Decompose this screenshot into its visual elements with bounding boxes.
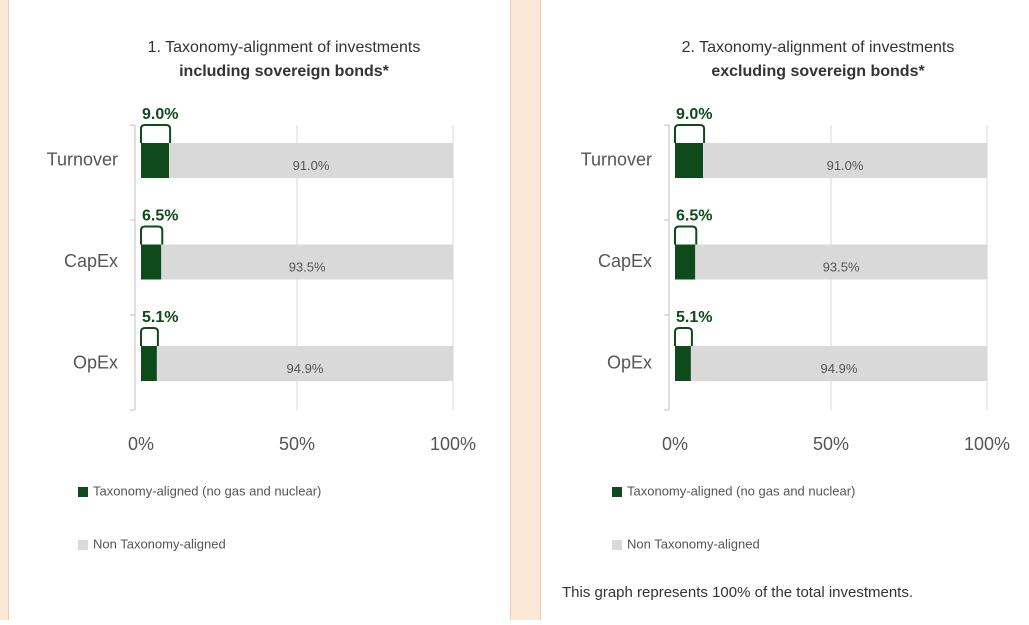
legend-label: Taxonomy-aligned (no gas and nuclear) [627,483,855,498]
y-tick-label: CapEx [64,251,118,271]
data-label: 93.5% [823,259,860,274]
chart-title: 2. Taxonomy-alignment of investments [682,39,955,56]
x-tick-label: 0% [128,434,154,454]
data-label: 6.5% [676,208,712,225]
data-label: 91.0% [293,158,330,173]
chart-subtitle: excluding sovereign bonds* [711,63,925,80]
x-tick-label: 0% [662,434,688,454]
bar [141,245,161,280]
bar [675,143,703,178]
bar [141,143,169,178]
data-label: 6.5% [142,208,178,225]
data-label: 94.9% [821,361,858,376]
data-label: 93.5% [289,259,326,274]
data-label: 5.1% [142,309,178,326]
data-label: 9.0% [676,106,712,123]
y-tick-label: CapEx [598,251,652,271]
x-tick-label: 100% [964,434,1010,454]
legend-swatch [78,487,88,497]
legend-swatch [612,540,622,550]
legend-label: Non Taxonomy-aligned [627,536,760,551]
annotation: This graph represents 100% of the total … [562,584,913,601]
legend-label: Taxonomy-aligned (no gas and nuclear) [93,483,321,498]
legend-swatch [78,540,88,550]
bar [675,346,691,381]
legend-swatch [612,487,622,497]
y-tick-label: Turnover [581,149,652,169]
x-tick-label: 50% [279,434,315,454]
x-tick-label: 100% [430,434,476,454]
bar [141,346,157,381]
data-label: 94.9% [287,361,324,376]
x-tick-label: 50% [813,434,849,454]
chart-title: 1. Taxonomy-alignment of investments [148,39,421,56]
legend-label: Non Taxonomy-aligned [93,536,226,551]
data-label: 9.0% [142,106,178,123]
y-tick-label: Turnover [47,149,118,169]
panel [541,0,1029,620]
panel [9,0,511,620]
data-label: 91.0% [827,158,864,173]
chart-subtitle: including sovereign bonds* [179,63,390,80]
bar [675,245,695,280]
y-tick-label: OpEx [73,352,118,372]
y-tick-label: OpEx [607,352,652,372]
data-label: 5.1% [676,309,712,326]
